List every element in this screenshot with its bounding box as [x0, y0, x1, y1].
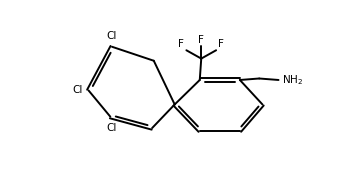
Text: F: F	[178, 39, 184, 49]
Text: F: F	[198, 35, 204, 45]
Text: Cl: Cl	[107, 31, 117, 41]
Text: Cl: Cl	[106, 123, 117, 133]
Text: NH$_2$: NH$_2$	[282, 73, 303, 87]
Text: F: F	[218, 39, 224, 49]
Text: Cl: Cl	[73, 85, 83, 96]
